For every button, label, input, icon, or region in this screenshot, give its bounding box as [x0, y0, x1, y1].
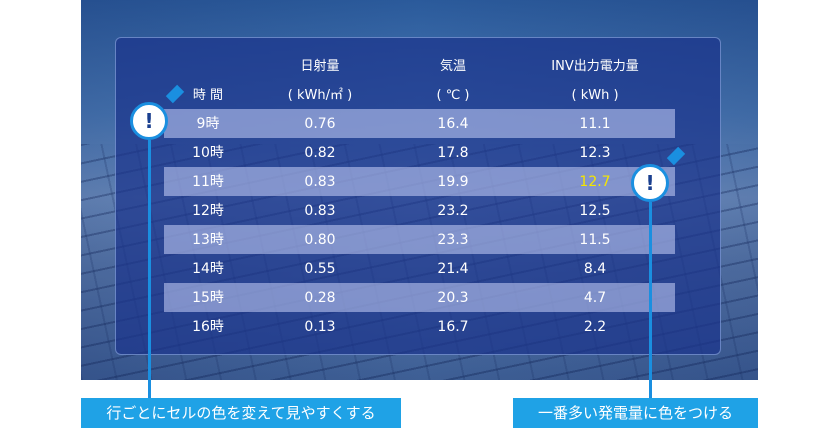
- row-band: [164, 167, 675, 196]
- cell-time: 10時: [192, 145, 224, 161]
- cell-time: 13時: [192, 232, 224, 248]
- cell-irradiance: 0.55: [304, 261, 336, 277]
- cell-irradiance: 0.83: [304, 174, 336, 190]
- cell-inv-output: 4.7: [583, 290, 607, 306]
- header-temperature-unit: ( ℃ ): [436, 88, 470, 103]
- cell-irradiance: 0.82: [304, 145, 336, 161]
- cell-time: 16時: [192, 319, 224, 335]
- cell-inv-output: 2.2: [583, 319, 607, 335]
- exclamation-icon: !: [631, 164, 669, 202]
- cell-irradiance: 0.28: [304, 290, 336, 306]
- cell-inv-output: 8.4: [583, 261, 607, 277]
- header-irradiance-unit: ( kWh/㎡ ): [287, 88, 353, 103]
- exclamation-icon: !: [130, 102, 168, 140]
- cell-temperature: 21.4: [437, 261, 469, 277]
- cell-inv-output: 12.5: [579, 203, 611, 219]
- cell-temperature: 17.8: [437, 145, 469, 161]
- cell-time: 15時: [192, 290, 224, 306]
- cell-irradiance: 0.76: [304, 116, 336, 132]
- cell-temperature: 23.3: [437, 232, 469, 248]
- cell-temperature: 23.2: [437, 203, 469, 219]
- cell-time: 11時: [192, 174, 224, 190]
- callout-row-colors: 行ごとにセルの色を変えて見やすくする: [81, 398, 401, 428]
- cell-temperature: 16.7: [437, 319, 469, 335]
- cell-temperature: 20.3: [437, 290, 469, 306]
- row-band: [164, 225, 675, 254]
- header-temperature: 気温: [439, 59, 466, 74]
- header-time: 時 間: [192, 88, 224, 103]
- cell-time: 12時: [192, 203, 224, 219]
- leader-line-left: [148, 140, 151, 398]
- leader-line-right: [649, 202, 652, 398]
- row-band: [164, 109, 675, 138]
- cell-irradiance: 0.80: [304, 232, 336, 248]
- cell-irradiance: 0.83: [304, 203, 336, 219]
- cell-inv-output-highlight: 12.7: [579, 174, 611, 190]
- header-irradiance: 日射量: [300, 59, 340, 74]
- cell-temperature: 19.9: [437, 174, 469, 190]
- header-inv-output: INV出力電力量: [551, 59, 639, 74]
- cell-inv-output: 11.5: [579, 232, 611, 248]
- cell-time: 14時: [192, 261, 224, 277]
- cell-inv-output: 11.1: [579, 116, 611, 132]
- row-band: [164, 283, 675, 312]
- cell-irradiance: 0.13: [304, 319, 336, 335]
- header-inv-unit: ( kWh ): [571, 88, 619, 103]
- cell-temperature: 16.4: [437, 116, 469, 132]
- cell-time: 9時: [196, 116, 220, 132]
- cell-inv-output: 12.3: [579, 145, 611, 161]
- callout-max-output: 一番多い発電量に色をつける: [513, 398, 758, 428]
